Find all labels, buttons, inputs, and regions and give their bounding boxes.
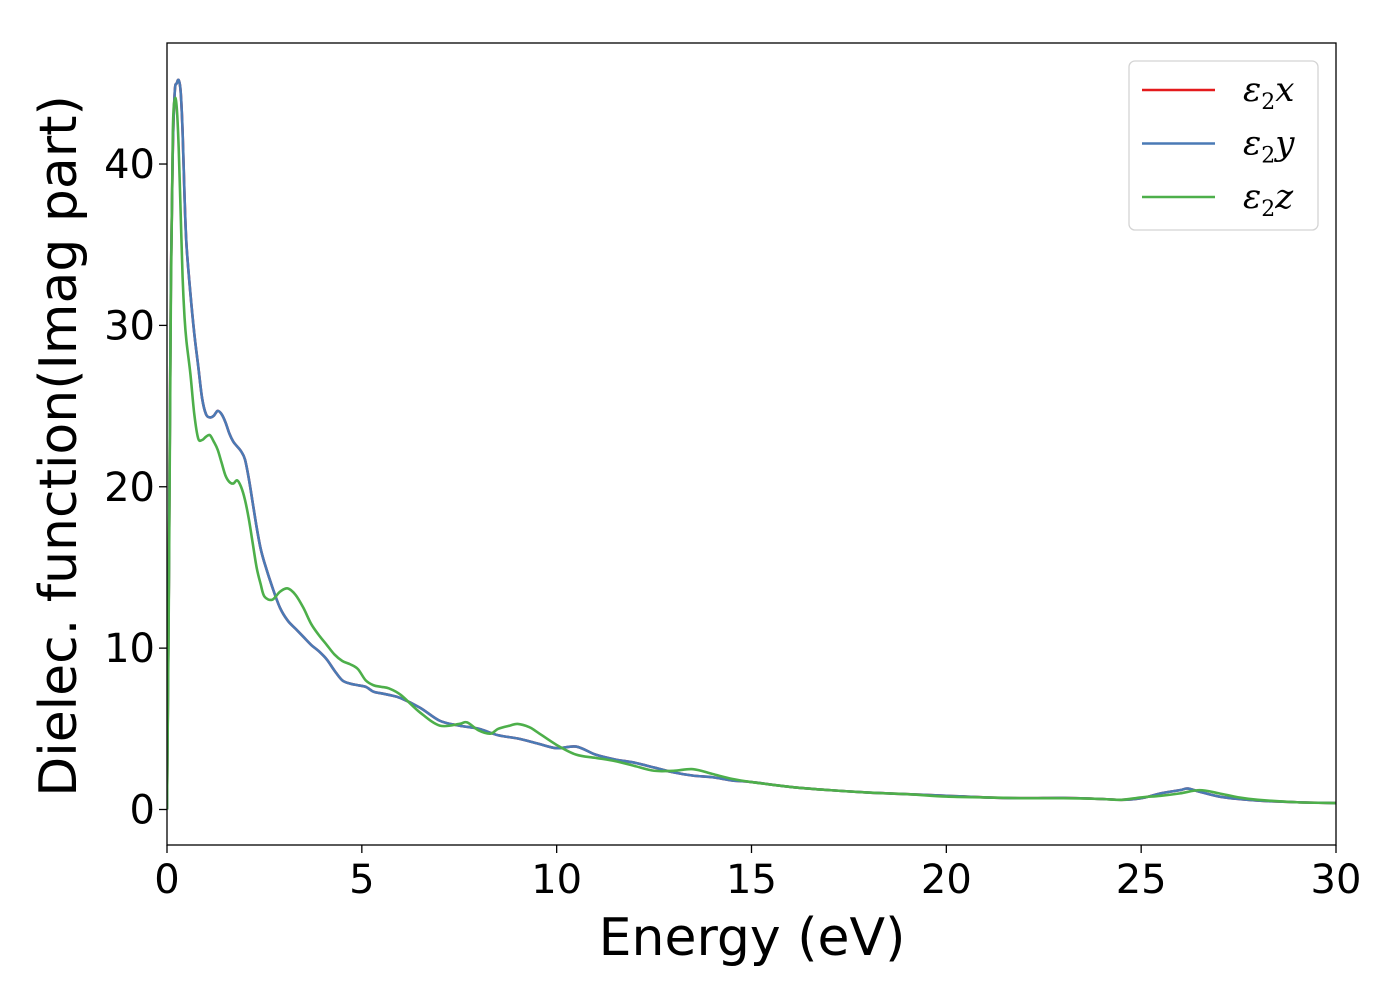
y-tick-label: 30 <box>104 303 155 349</box>
legend-label-y: ε2y <box>1243 124 1295 169</box>
x-tick-label: 5 <box>349 857 374 903</box>
x-tick-label: 10 <box>531 857 582 903</box>
series-lines <box>167 78 1336 810</box>
x-tick-label: 20 <box>921 857 972 903</box>
legend-label-z: ε2z <box>1243 177 1294 222</box>
series-line-z <box>167 96 1336 810</box>
x-tick-label: 30 <box>1311 857 1362 903</box>
legend-label-x: ε2x <box>1243 70 1294 115</box>
legend-box <box>1128 60 1319 231</box>
y-tick-label: 20 <box>104 465 155 511</box>
x-tick-label: 0 <box>154 857 179 903</box>
y-tick-label: 0 <box>130 787 155 833</box>
y-tick-label: 10 <box>104 626 155 672</box>
y-tick-label: 40 <box>104 142 155 188</box>
y-axis-label: Dielec. function(Imag part) <box>29 95 89 797</box>
x-tick-label: 25 <box>1116 857 1167 903</box>
x-tick-label: 15 <box>726 857 777 903</box>
plot-area <box>167 78 1336 810</box>
x-axis-label: Energy (eV) <box>599 908 906 968</box>
axes: 0 5 10 15 20 25 30 0 10 20 30 40 <box>104 42 1362 903</box>
legend: ε2x ε2y ε2z <box>1128 60 1319 231</box>
